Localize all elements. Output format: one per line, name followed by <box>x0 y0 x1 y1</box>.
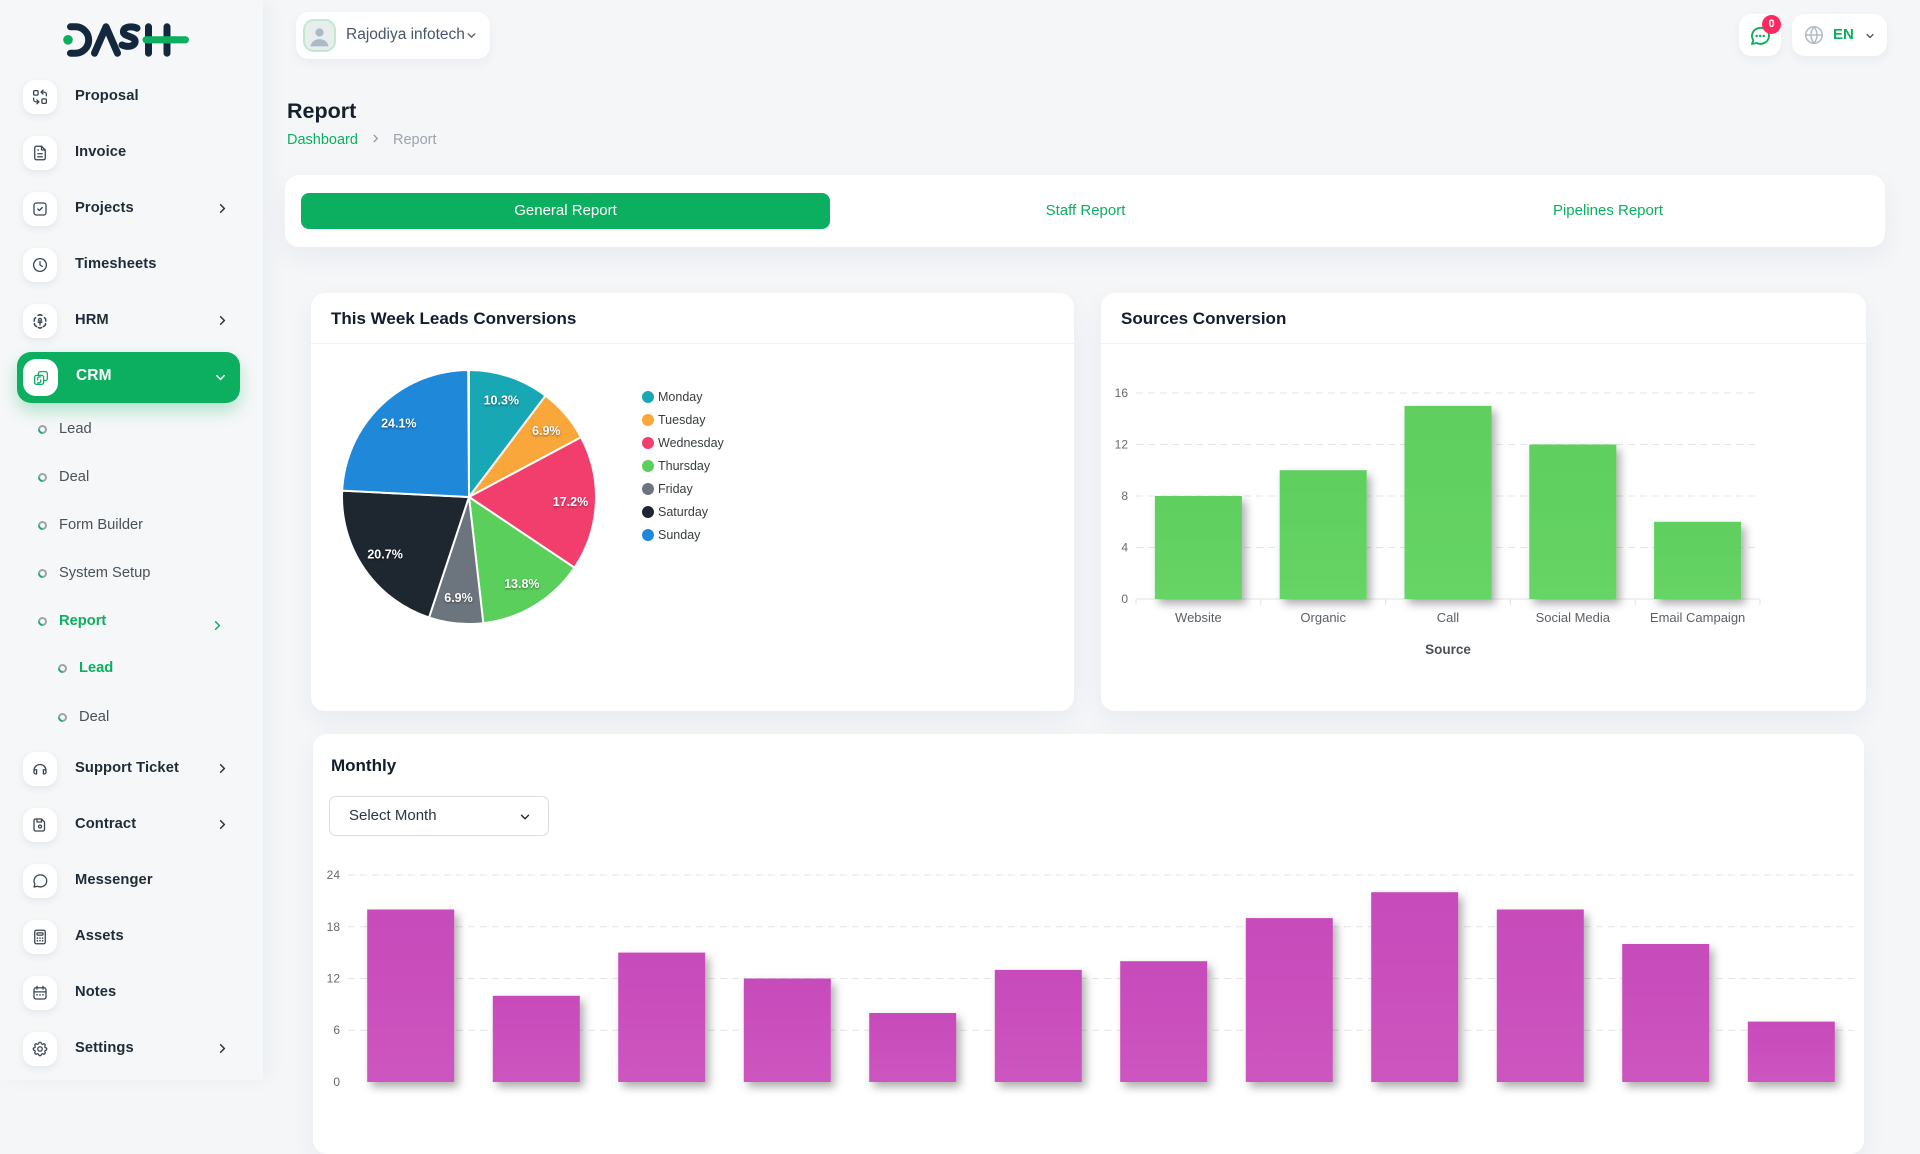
svg-text:17.2%: 17.2% <box>553 495 588 509</box>
svg-text:16: 16 <box>1115 386 1129 400</box>
svg-text:Call: Call <box>1437 610 1460 625</box>
svg-text:0: 0 <box>1121 592 1128 606</box>
svg-text:12: 12 <box>327 972 341 986</box>
svg-text:Source: Source <box>1425 642 1471 657</box>
svg-text:Organic: Organic <box>1300 610 1346 625</box>
svg-text:6.9%: 6.9% <box>444 591 473 605</box>
svg-text:10.3%: 10.3% <box>484 394 519 408</box>
svg-text:6: 6 <box>333 1023 340 1037</box>
svg-text:Website: Website <box>1175 610 1222 625</box>
svg-text:0: 0 <box>333 1075 340 1089</box>
svg-text:4: 4 <box>1121 541 1128 555</box>
svg-text:Social Media: Social Media <box>1536 610 1611 625</box>
svg-text:24.1%: 24.1% <box>381 417 416 431</box>
svg-text:24: 24 <box>327 868 341 882</box>
svg-text:20.7%: 20.7% <box>367 547 402 561</box>
svg-text:6.9%: 6.9% <box>532 424 561 438</box>
svg-text:8: 8 <box>1121 489 1128 503</box>
svg-text:12: 12 <box>1115 438 1129 452</box>
svg-text:Email Campaign: Email Campaign <box>1650 610 1745 625</box>
svg-text:18: 18 <box>327 920 341 934</box>
svg-text:13.8%: 13.8% <box>504 577 539 591</box>
